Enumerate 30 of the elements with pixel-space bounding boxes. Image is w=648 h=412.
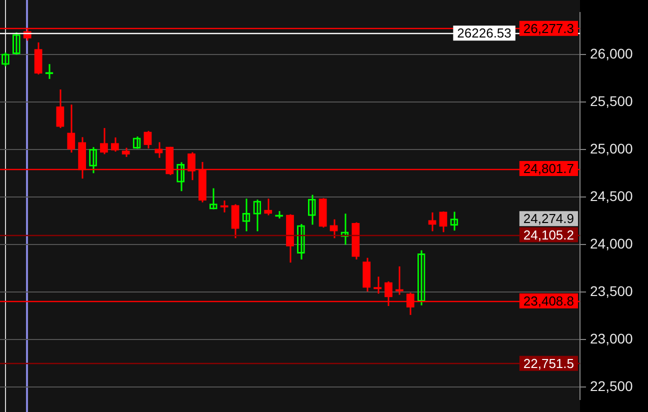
ref-line-label: 24,801.7: [523, 161, 574, 176]
candlestick: [439, 210, 448, 233]
candlestick: [56, 88, 64, 129]
candlestick: [67, 104, 76, 154]
ref-line-label: 26226.53: [457, 26, 512, 41]
y-tick-label: 25,000: [590, 140, 634, 157]
y-tick-label: 22,500: [590, 378, 634, 394]
annotation: 24,274.9: [523, 211, 574, 226]
candlestick: [264, 198, 272, 216]
candlestick: [374, 276, 382, 294]
candlestick: [144, 130, 152, 150]
ref-line-label: 22,751.5: [523, 356, 574, 371]
ref-line-label: 24,105.2: [523, 227, 574, 242]
y-tick-label: 26,000: [590, 46, 634, 62]
y-tick-label: 24,500: [590, 188, 634, 204]
candlestick: [100, 127, 108, 155]
y-tick-label: 23,500: [590, 283, 634, 300]
candlestick: [122, 147, 130, 158]
ref-line-label: 23,408.8: [523, 293, 574, 308]
ref-line-label: 26,277.3: [523, 20, 574, 36]
candlestick: [330, 218, 338, 239]
candlestick: [154, 141, 163, 159]
candlestick: [220, 200, 228, 214]
candlestick: [428, 212, 436, 232]
y-tick-label: 25,500: [590, 93, 634, 110]
candlestick: [110, 136, 119, 152]
y-tick-label: 24,000: [590, 236, 634, 252]
candlestick: [231, 203, 240, 239]
y-tick-label: 23,000: [590, 330, 634, 347]
candlestick: [395, 266, 404, 296]
